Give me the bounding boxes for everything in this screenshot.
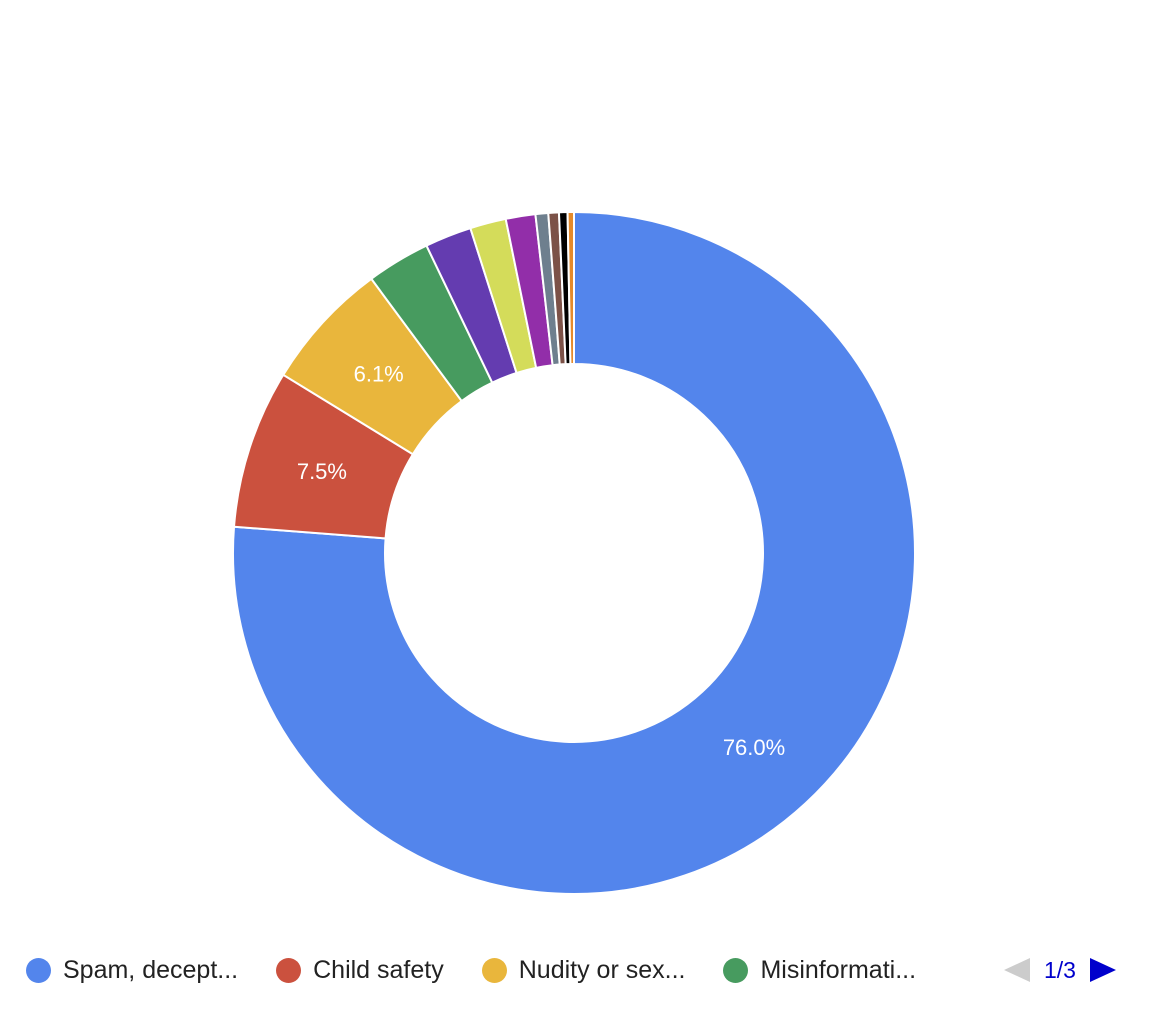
legend-pager: 1/3 [1004, 954, 1116, 986]
legend-label-spam: Spam, decept... [63, 955, 239, 984]
donut-chart: 76.0% 7.5% 6.1% [232, 210, 916, 895]
legend-swatch-misinformation [723, 957, 749, 983]
legend: Spam, decept... Child safety Nudity or s… [26, 948, 1136, 992]
legend-label-child-safety: Child safety [313, 955, 444, 984]
legend-label-nudity: Nudity or sex... [518, 955, 686, 984]
legend-item-spam[interactable]: Spam, decept... [26, 956, 238, 985]
legend-swatch-spam [26, 957, 51, 983]
legend-label-misinformation: Misinformati... [760, 955, 917, 984]
donut-slice-0[interactable] [232, 210, 916, 895]
next-page-icon[interactable] [1089, 958, 1116, 982]
donut-slices [232, 210, 916, 895]
donut-data-label-2: 6.1% [354, 361, 404, 386]
donut-data-label-1: 7.5% [297, 459, 347, 484]
legend-swatch-nudity [481, 957, 507, 983]
legend-item-nudity[interactable]: Nudity or sex... [481, 955, 686, 985]
legend-item-child-safety[interactable]: Child safety [276, 956, 444, 985]
page-indicator: 1/3 [1044, 956, 1076, 983]
legend-item-misinformation[interactable]: Misinformati... [723, 956, 916, 985]
legend-swatch-child-safety [276, 957, 302, 983]
donut-data-label-0: 76.0% [723, 735, 785, 760]
donut-slice-10[interactable] [566, 210, 575, 366]
previous-page-icon[interactable] [1004, 958, 1030, 982]
donut-data-labels: 76.0% 7.5% 6.1% [297, 361, 785, 760]
